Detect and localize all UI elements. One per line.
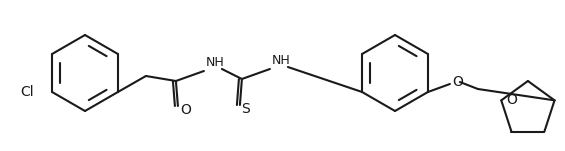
Text: S: S xyxy=(241,102,250,116)
Text: O: O xyxy=(452,75,463,89)
Text: Cl: Cl xyxy=(20,85,34,99)
Text: O: O xyxy=(180,103,191,117)
Text: O: O xyxy=(506,93,517,107)
Text: NH: NH xyxy=(206,56,225,69)
Text: NH: NH xyxy=(272,54,290,67)
